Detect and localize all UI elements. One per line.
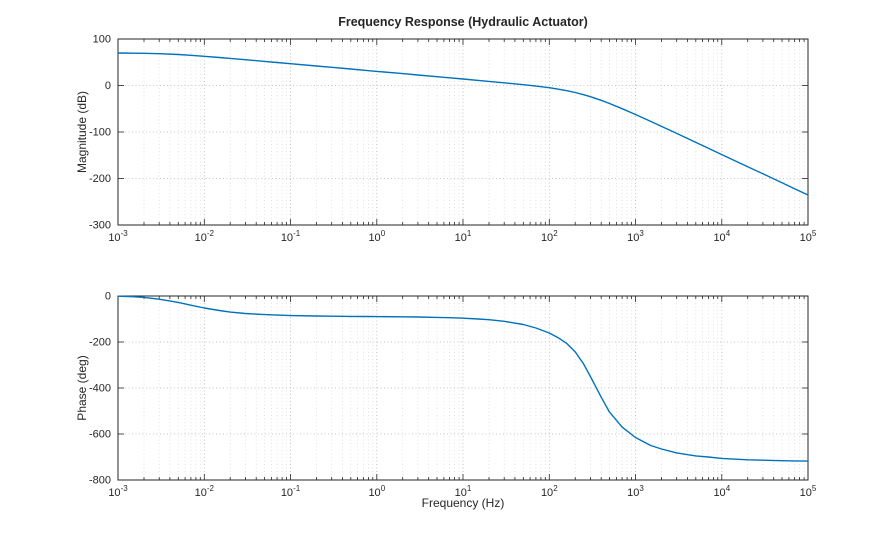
x-tick-label: 101 bbox=[455, 229, 472, 244]
phase-curve bbox=[117, 295, 809, 462]
y-tick-label: -400 bbox=[89, 383, 111, 395]
x-tick-label: 103 bbox=[627, 229, 644, 244]
chart-title: Frequency Response (Hydraulic Actuator) bbox=[338, 15, 588, 29]
x-tick-label: 104 bbox=[713, 484, 730, 499]
x-tick-label: 102 bbox=[541, 229, 558, 244]
y-tick-label: -300 bbox=[89, 220, 111, 232]
x-tick-label: 100 bbox=[368, 484, 385, 499]
x-tick-label: 10-1 bbox=[281, 484, 301, 499]
y-tick-label: -600 bbox=[89, 429, 111, 441]
frequency-axis-label: Frequency (Hz) bbox=[421, 496, 505, 510]
y-tick-label: -800 bbox=[89, 475, 111, 487]
x-tick-label: 10-3 bbox=[108, 229, 128, 244]
y-tick-label: -100 bbox=[89, 127, 111, 139]
x-tick-label: 10-3 bbox=[108, 484, 128, 499]
x-tick-label: 105 bbox=[800, 229, 817, 244]
x-tick-label: 102 bbox=[541, 484, 558, 499]
magnitude-plot: 10-3 10-2 10-1 100 101 102 103 104 105 100 0 -100 -2… bbox=[89, 34, 817, 245]
x-tick-label: 103 bbox=[627, 484, 644, 499]
phase-plot: 10-3 10-2 10-1 100 101 102 103 104 105 0 -200 -400 -… bbox=[89, 291, 817, 500]
x-tick-label: 104 bbox=[713, 229, 730, 244]
x-tick-label: 10-1 bbox=[281, 229, 301, 244]
y-tick-label: -200 bbox=[89, 173, 111, 185]
y-tick-label: -200 bbox=[89, 337, 111, 349]
x-tick-label: 10-2 bbox=[195, 484, 215, 499]
y-tick-label: 0 bbox=[105, 80, 111, 92]
y-tick-label: 0 bbox=[105, 291, 111, 303]
x-tick-label: 10-2 bbox=[195, 229, 215, 244]
magnitude-curve bbox=[117, 52, 809, 196]
x-tick-label: 105 bbox=[800, 484, 817, 499]
y-tick-label: 100 bbox=[93, 34, 111, 46]
x-tick-label: 101 bbox=[455, 484, 472, 499]
x-tick-label: 100 bbox=[368, 229, 385, 244]
